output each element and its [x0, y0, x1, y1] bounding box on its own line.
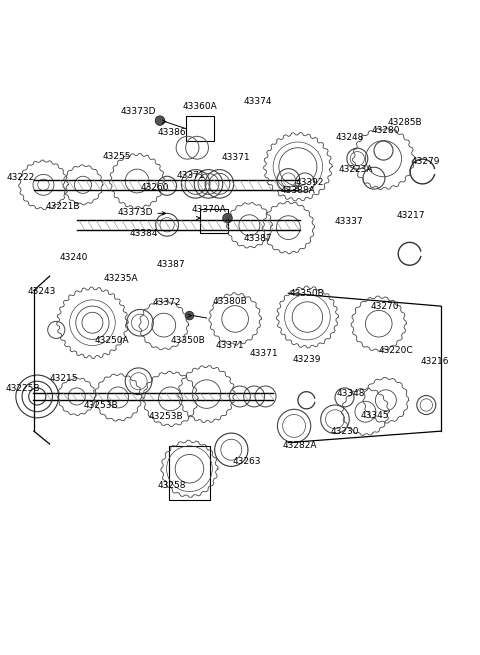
Text: 43370A: 43370A: [191, 205, 226, 214]
Text: 43387: 43387: [243, 234, 272, 242]
Text: 43270: 43270: [370, 301, 399, 310]
Text: 43360A: 43360A: [183, 102, 218, 111]
Text: 43239: 43239: [292, 356, 321, 364]
Text: 43255: 43255: [103, 152, 132, 160]
Text: 43223A: 43223A: [339, 165, 373, 174]
Text: 43216: 43216: [420, 357, 449, 366]
Text: 43220C: 43220C: [378, 346, 413, 355]
Text: 43350B: 43350B: [170, 336, 205, 345]
Text: 43221B: 43221B: [45, 202, 80, 211]
Text: 43280: 43280: [372, 126, 400, 135]
Text: 43373D: 43373D: [118, 208, 153, 217]
Text: 43258: 43258: [157, 481, 186, 490]
Text: 43217: 43217: [397, 211, 425, 220]
Text: 43253B: 43253B: [148, 413, 183, 421]
Text: 43215: 43215: [49, 375, 78, 383]
Text: 43348: 43348: [337, 388, 365, 398]
Text: 43371: 43371: [177, 171, 205, 180]
Text: 43386: 43386: [157, 128, 186, 137]
Text: 43371: 43371: [249, 349, 278, 358]
Bar: [200, 208, 228, 233]
Text: 43373D: 43373D: [121, 107, 156, 115]
Text: 43250A: 43250A: [94, 336, 129, 345]
Text: 43260: 43260: [141, 183, 169, 192]
Text: 43384: 43384: [129, 229, 157, 238]
Bar: [168, 447, 210, 500]
Text: 43337: 43337: [335, 217, 363, 227]
Text: 43279: 43279: [411, 157, 440, 166]
Text: 43388A: 43388A: [280, 186, 315, 195]
Text: 43371: 43371: [222, 153, 251, 162]
Text: 43230: 43230: [330, 426, 359, 436]
Text: 43253B: 43253B: [83, 402, 118, 411]
Text: 43222: 43222: [7, 173, 35, 182]
Text: 43243: 43243: [28, 288, 56, 296]
Text: 43240: 43240: [59, 253, 87, 261]
Bar: [186, 117, 214, 141]
Text: 43248: 43248: [336, 133, 364, 141]
Text: 43392: 43392: [296, 178, 324, 187]
Text: 43372: 43372: [153, 298, 181, 307]
Text: 43371: 43371: [216, 341, 245, 350]
Text: 43282A: 43282A: [283, 441, 317, 450]
Text: 43350B: 43350B: [289, 289, 324, 298]
Text: 43235A: 43235A: [104, 274, 138, 284]
Text: 43387: 43387: [156, 260, 185, 269]
Text: 43374: 43374: [243, 97, 272, 106]
Text: 43285B: 43285B: [387, 119, 422, 128]
Circle shape: [223, 214, 232, 223]
Text: 43380B: 43380B: [213, 297, 248, 306]
Text: 43225B: 43225B: [6, 384, 40, 393]
Text: 43263: 43263: [232, 457, 261, 466]
Text: 43345: 43345: [360, 411, 389, 420]
Circle shape: [185, 311, 194, 320]
Circle shape: [155, 116, 165, 125]
